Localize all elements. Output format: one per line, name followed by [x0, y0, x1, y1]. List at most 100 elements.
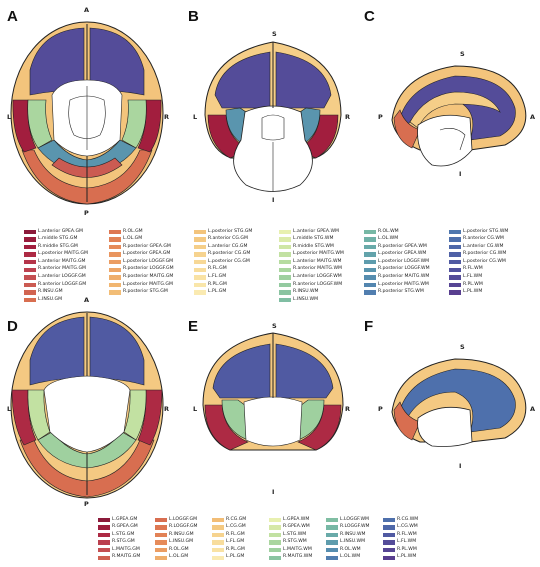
legend-swatch [364, 244, 376, 250]
legend-label: L.posterior MAITG.GM [123, 281, 173, 287]
legend-item: R.posterior STG.GM [109, 289, 194, 297]
legend-label: L.GPEA.WM [283, 516, 310, 522]
legend-swatch [24, 290, 36, 295]
legend-item: R.PL.WM [383, 546, 440, 554]
legend-label: L.PL.GM [208, 289, 227, 295]
legend-label: L.posterior LOGGF.GM [123, 258, 174, 264]
legend-swatch [326, 540, 338, 545]
legend-label: L.middle STG.WM [293, 236, 334, 242]
orientation-c-right: A [530, 113, 536, 121]
legend-item: R.PL.GM [194, 281, 279, 289]
legend-label: L.INSU.WM [293, 296, 319, 302]
legend-swatch [155, 547, 167, 553]
legend-swatch [194, 252, 206, 257]
legend-label: R.INSU.WM [293, 289, 319, 295]
orientation-f-bottom: I [459, 462, 462, 470]
legend-swatch [279, 237, 291, 242]
legend-label: L.INSU.GM [169, 539, 194, 545]
legend-label: R.posterior LOGGF.GM [123, 266, 174, 272]
legend-item: L.GPEA.WM [269, 516, 326, 524]
orientation-e-right: R [345, 405, 351, 413]
legend-label: L.posterior LOGGF.WM [378, 258, 430, 264]
legend-item: L.STG.GM [98, 531, 155, 539]
legend-label: L.PL.WM [397, 554, 417, 560]
legend-swatch [155, 525, 167, 530]
legend-label: L.anterior LOGGF.GM [38, 274, 86, 280]
legend-item: R.INSU.GM [155, 531, 212, 539]
legend-item: L.PL.WM [449, 289, 539, 297]
legend-item: R.posterior GPEA.WM [364, 243, 449, 251]
legend-swatch [98, 517, 110, 523]
panel-letter-a: A [7, 8, 18, 25]
legend-item: L.anterior GPEA.WM [279, 228, 364, 236]
legend-label: L.anterior LOGGF.WM [293, 274, 342, 280]
legend-label: R.posterior LOGGF.WM [378, 266, 430, 272]
legend-item: R.posterior MAITG.GM [109, 274, 194, 282]
legend-item: L.FL.WM [383, 539, 440, 547]
legend-label: L.middle STG.GM [38, 236, 78, 242]
legend-swatch [194, 229, 206, 235]
legend-swatch [449, 282, 461, 288]
legend-label: R.FL.WM [463, 266, 483, 272]
legend-swatch [109, 275, 121, 280]
legend-label: R.OL.WM [378, 228, 399, 234]
legend-label: L.anterior CG.WM [463, 243, 504, 249]
legend-item: R.GPEA.GM [98, 524, 155, 532]
legend-swatch [269, 547, 281, 553]
legend-label: L.posterior GPEA.WM [378, 251, 427, 257]
legend-label: L.STG.WM [283, 531, 307, 537]
legend-swatch [449, 259, 461, 265]
legend-item: R.LOGGF.GM [155, 524, 212, 532]
legend-label: R.OL.GM [123, 228, 143, 234]
legend-label: R.PL.WM [463, 281, 483, 287]
legend-label: R.posterior CG.GM [208, 251, 251, 257]
legend-swatch [279, 275, 291, 280]
legend-label: R.FL.WM [397, 531, 417, 537]
legend-item: R.OL.GM [109, 228, 194, 236]
legend-label: R.GPEA.WM [283, 524, 310, 530]
legend-item: R.CG.GM [212, 516, 269, 524]
legend-item: R.anterior CG.WM [449, 236, 539, 244]
legend-item: L.anterior CG.WM [449, 243, 539, 251]
legend-label: R.GPEA.GM [112, 524, 138, 530]
orientation-d-left: L [7, 405, 12, 413]
legend-swatch [383, 540, 395, 545]
legend-swatch [194, 259, 206, 265]
legend-label: L.OL.GM [169, 554, 189, 560]
legend-label: L.LOGGF.GM [169, 516, 198, 522]
legend-swatch [194, 290, 206, 295]
legend-swatch [109, 290, 121, 295]
legend-item: R.posterior GPEA.GM [109, 243, 194, 251]
legend-item: L.FL.GM [212, 539, 269, 547]
legend-item: L.INSU.GM [155, 539, 212, 547]
legend-item: L.posterior CG.WM [449, 258, 539, 266]
legend-label: L.OL.WM [340, 554, 361, 560]
panel-letter-e: E [188, 318, 199, 335]
orientation-e-left: L [193, 405, 198, 413]
orientation-d-top: A [84, 296, 90, 304]
legend-swatch [326, 547, 338, 553]
legend-label: R.middle STG.WM [293, 243, 334, 249]
legend-label: R.PL.GM [208, 281, 227, 287]
panel-letter-d: D [7, 318, 18, 335]
legend-item: R.PL.WM [449, 281, 539, 289]
legend-swatch [279, 290, 291, 295]
legend-swatch [194, 275, 206, 280]
legend-item: L.OL.GM [109, 236, 194, 244]
legend-item: L.LOGGF.WM [326, 516, 383, 524]
legend-item: L.GPEA.GM [98, 516, 155, 524]
legend-swatch [109, 282, 121, 288]
orientation-d-bottom: P [84, 500, 89, 508]
legend-item: L.PL.WM [383, 554, 440, 562]
legend-item: L.INSU.WM [279, 296, 364, 304]
legend-swatch [449, 267, 461, 273]
legend-swatch [364, 290, 376, 295]
legend-swatch [279, 297, 291, 303]
legend-label: R.OL.WM [340, 546, 361, 552]
legend-item: R.middle STG.GM [24, 243, 109, 251]
legend-label: R.STG.GM [112, 539, 135, 545]
legend-item: L.OL.WM [364, 236, 449, 244]
legend-swatch [364, 282, 376, 288]
legend-label: L.STG.GM [112, 531, 135, 537]
legend-item: L.STG.WM [269, 531, 326, 539]
